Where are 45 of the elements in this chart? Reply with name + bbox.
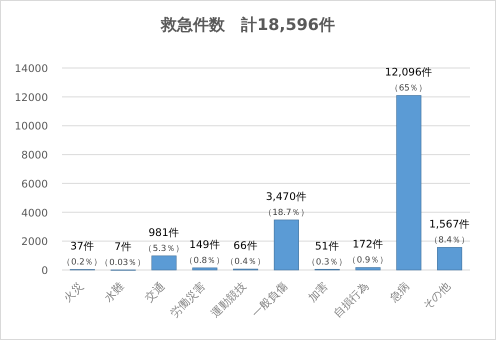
bar [151,256,177,270]
data-label: 37件 [70,240,95,252]
bar [355,267,381,270]
data-label: 981件 [148,226,180,239]
annotation: （0.2％） [62,257,103,268]
bar [437,247,462,270]
annotation: （0.9％） [348,256,388,266]
annotation: （18.7％） [263,208,310,218]
y-tick-label: 6000 [21,178,48,190]
annotation: （8.4％） [429,235,470,246]
chart-title: 救急件数 計18,596件 [160,15,335,34]
data-label: 7件 [114,240,132,253]
annotation: （5.3％） [144,244,184,254]
y-tick-label: 0 [41,265,48,277]
data-label: 3,470件 [266,190,307,203]
y-tick-label: 2000 [21,236,48,248]
x-tick-label: 急病 [386,280,412,306]
annotation: （0.4％） [225,257,266,268]
data-label: 66件 [233,240,258,252]
bar [192,268,218,270]
x-tick-label: 水難 [102,280,126,305]
annotation: （65％） [390,83,428,94]
y-tick-label: 10000 [14,120,48,133]
data-label: 1,567件 [429,218,470,230]
y-tick-label: 14000 [14,63,48,75]
x-tick-label: 運動競技 [208,280,249,320]
x-tick-label: その他 [420,280,453,312]
annotation: （0.03％） [100,258,146,268]
data-label: 149件 [189,238,220,251]
annotation: （0.3％） [306,257,348,268]
data-label: 51件 [315,240,340,252]
bar [274,220,299,270]
x-tick-label: 火災 [60,280,86,305]
x-tick-label: 加害 [306,280,330,305]
annotation: （0.8％） [184,256,226,266]
x-tick-label: 労働災害 [168,280,208,320]
x-tick-label: 交通 [142,280,168,305]
data-label: 172件 [352,238,384,251]
data-label: 12,096件 [384,66,433,78]
y-tick-label: 12000 [14,92,48,104]
y-tick-label: 4000 [21,207,48,220]
x-tick-label: 自損行為 [330,280,372,320]
bar [396,95,422,270]
x-tick-label: 一般負傷 [249,280,290,320]
y-tick-label: 8000 [21,150,48,162]
